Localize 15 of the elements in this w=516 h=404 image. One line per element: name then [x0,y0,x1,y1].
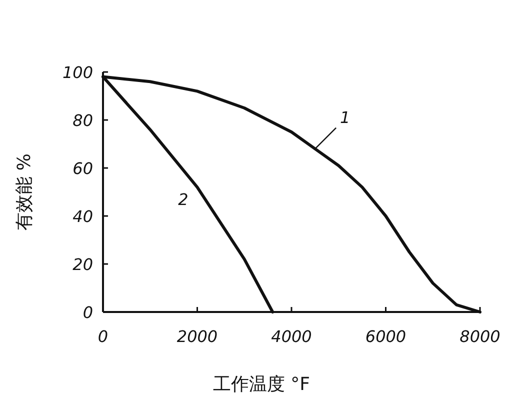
y-tick-label: 40 [72,207,93,226]
x-tick-label: 0 [98,327,108,346]
series-label: 2 [178,190,188,210]
x-axis-title: 工作温度 °F [212,374,310,395]
x-tick-label: 2000 [176,327,218,346]
y-axis-title: 有效能 % [14,154,35,230]
y-tick-label: 0 [82,303,93,322]
x-tick-label: 8000 [460,327,500,346]
y-tick-label: 20 [72,255,93,274]
y-tick-label: 100 [62,63,93,82]
text: 1 [340,108,350,127]
x-tick-label: 4000 [271,327,312,346]
x-tick-label: 6000 [365,327,406,346]
y-tick-label: 60 [72,159,93,178]
y-tick-label: 80 [72,111,93,130]
